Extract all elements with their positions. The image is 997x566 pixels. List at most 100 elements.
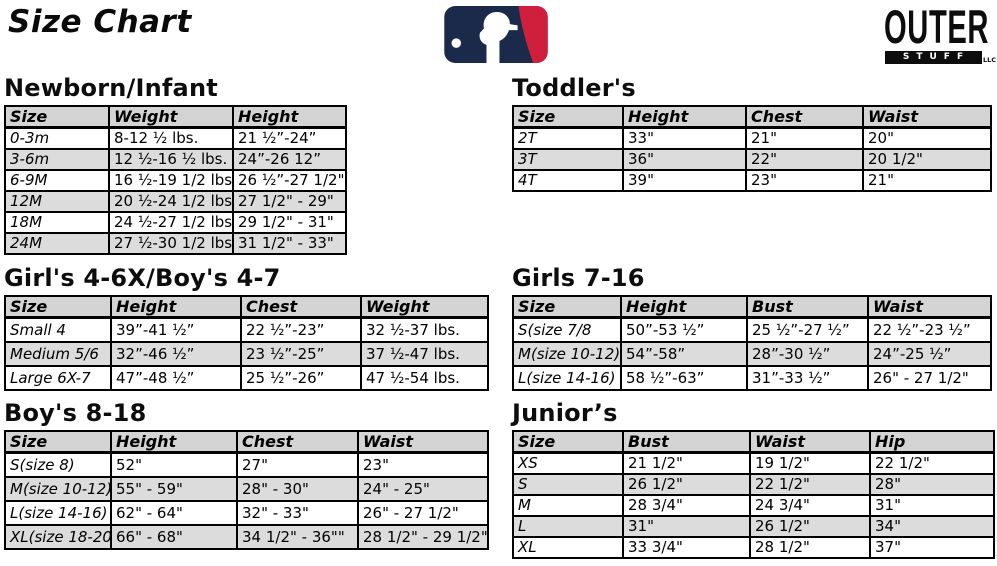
table-row: 18M 24 ½-27 1/2 lbs. 29 1/2" - 31" bbox=[4, 211, 347, 234]
value-cell: 33" bbox=[622, 126, 747, 150]
column-header: Chest bbox=[745, 105, 864, 129]
column-header: Size bbox=[512, 295, 622, 319]
value-cell: 23" bbox=[745, 169, 864, 192]
header-row: Size Height Chest Waist bbox=[4, 430, 489, 454]
size-table-newborn-infant: Size Weight Height 0-3m 8-12 ½ lbs. 21 ½”-24”… bbox=[4, 105, 347, 255]
value-cell: 25 ½”-27 ½” bbox=[746, 316, 869, 343]
value-cell: 31" bbox=[869, 494, 995, 517]
value-cell: 39" bbox=[622, 169, 747, 192]
value-cell: 31”-33 ½” bbox=[746, 365, 869, 391]
value-cell: 22 ½”-23” bbox=[240, 316, 362, 343]
table-row: 12M 20 ½-24 1/2 lbs. 27 1/2" - 29" bbox=[4, 190, 347, 213]
value-cell: 34 1/2" - 36"" bbox=[236, 524, 359, 550]
value-cell: 52" bbox=[110, 451, 238, 478]
value-cell: 23" bbox=[357, 451, 489, 478]
value-cell: 47”-48 ½” bbox=[110, 365, 242, 391]
value-cell: 24”-25 ½” bbox=[867, 341, 992, 367]
size-cell: 3-6m bbox=[4, 148, 110, 171]
value-cell: 20 1/2" bbox=[862, 148, 992, 171]
size-cell: 18M bbox=[4, 211, 110, 234]
size-cell: 6-9M bbox=[4, 169, 110, 192]
column-header: Chest bbox=[236, 430, 359, 454]
table-row: M 28 3/4" 24 3/4" 31" bbox=[512, 494, 995, 517]
column-header: Size bbox=[512, 430, 624, 454]
value-cell: 28”-30 ½” bbox=[746, 341, 869, 367]
header-row: Size Height Chest Waist bbox=[512, 105, 992, 129]
size-cell: M bbox=[512, 494, 624, 517]
value-cell: 22 1/2" bbox=[869, 451, 995, 475]
section-title-boys-8-18: Boy's 8-18 bbox=[4, 399, 147, 427]
size-cell: 3T bbox=[512, 148, 624, 171]
size-cell: Large 6X-7 bbox=[4, 365, 112, 391]
header-row: Size Height Bust Waist bbox=[512, 295, 992, 319]
value-cell: 16 ½-19 1/2 lbs. bbox=[108, 169, 234, 192]
size-table-toddlers: Size Height Chest Waist 2T 33" 21" 20" 3T 36" 22" 2… bbox=[512, 105, 992, 192]
value-cell: 55" - 59" bbox=[110, 476, 238, 502]
header-row: Size Height Chest Weight bbox=[4, 295, 489, 319]
size-cell: 2T bbox=[512, 126, 624, 150]
value-cell: 27 ½-30 1/2 lbs. bbox=[108, 232, 234, 255]
value-cell: 37" bbox=[869, 536, 995, 559]
size-cell: XS bbox=[512, 451, 624, 475]
section-title-juniors: Junior’s bbox=[512, 399, 618, 427]
value-cell: 25 ½”-26” bbox=[240, 365, 362, 391]
column-header: Weight bbox=[108, 105, 234, 129]
value-cell: 21" bbox=[862, 169, 992, 192]
value-cell: 22" bbox=[745, 148, 864, 171]
value-cell: 21 1/2" bbox=[622, 451, 751, 475]
table-row: Large 6X-7 47”-48 ½” 25 ½”-26” 47 ½-54 lbs. bbox=[4, 365, 489, 391]
table-row: 3T 36" 22" 20 1/2" bbox=[512, 148, 992, 171]
table-row: 0-3m 8-12 ½ lbs. 21 ½”-24” bbox=[4, 126, 347, 150]
column-header: Height bbox=[110, 430, 238, 454]
size-cell: S(size 8) bbox=[4, 451, 112, 478]
value-cell: 28 3/4" bbox=[622, 494, 751, 517]
value-cell: 26 ½”-27 1/2" bbox=[232, 169, 347, 192]
size-cell: Medium 5/6 bbox=[4, 341, 112, 367]
value-cell: 12 ½-16 ½ lbs. bbox=[108, 148, 234, 171]
value-cell: 33 3/4" bbox=[622, 536, 751, 559]
table-row: 24M 27 ½-30 1/2 lbs. 31 1/2" - 33" bbox=[4, 232, 347, 255]
column-header: Bust bbox=[622, 430, 751, 454]
section-boys-8-18: Boy's 8-18 Size Height Chest Waist S(size 8)… bbox=[4, 399, 489, 550]
value-cell: 58 ½”-63” bbox=[620, 365, 748, 391]
size-cell: L bbox=[512, 515, 624, 538]
size-cell: M(size 10-12) bbox=[4, 476, 112, 502]
value-cell: 8-12 ½ lbs. bbox=[108, 126, 234, 150]
value-cell: 32" - 33" bbox=[236, 500, 359, 526]
value-cell: 19 1/2" bbox=[749, 451, 871, 475]
section-newborn-infant: Newborn/Infant Size Weight Height 0-3m 8-12 … bbox=[4, 74, 347, 255]
column-header: Waist bbox=[357, 430, 489, 454]
section-title-girls-7-16: Girls 7-16 bbox=[512, 264, 645, 292]
value-cell: 23 ½”-25” bbox=[240, 341, 362, 367]
column-header: Waist bbox=[867, 295, 992, 319]
value-cell: 37 ½-47 lbs. bbox=[360, 341, 489, 367]
table-row: 2T 33" 21" 20" bbox=[512, 126, 992, 150]
value-cell: 24" - 25" bbox=[357, 476, 489, 502]
column-header: Height bbox=[620, 295, 748, 319]
value-cell: 54”-58” bbox=[620, 341, 748, 367]
table-row: Medium 5/6 32”-46 ½” 23 ½”-25” 37 ½-47 lbs. bbox=[4, 341, 489, 367]
table-row: L(size 14-16) 62" - 64" 32" - 33" 26" - 27 … bbox=[4, 500, 489, 526]
value-cell: 22 1/2" bbox=[749, 473, 871, 496]
size-cell: L(size 14-16) bbox=[512, 365, 622, 391]
value-cell: 34" bbox=[869, 515, 995, 538]
column-header: Size bbox=[4, 430, 112, 454]
column-header: Height bbox=[622, 105, 747, 129]
size-cell: L(size 14-16) bbox=[4, 500, 112, 526]
value-cell: 28 1/2" - 29 1/2" bbox=[357, 524, 489, 550]
column-header: Waist bbox=[749, 430, 871, 454]
table-row: S 26 1/2" 22 1/2" 28" bbox=[512, 473, 995, 496]
size-table-boys-8-18: Size Height Chest Waist S(size 8) 52" 27" 23" M(… bbox=[4, 430, 489, 550]
value-cell: 20 ½-24 1/2 lbs. bbox=[108, 190, 234, 213]
table-row: 6-9M 16 ½-19 1/2 lbs. 26 ½”-27 1/2" bbox=[4, 169, 347, 192]
outerstuff-logo-text-llc: LLC bbox=[983, 56, 997, 64]
size-table-girls-4-6x-boys-4-7: Size Height Chest Weight Small 4 39”-41 ½” 22 … bbox=[4, 295, 489, 391]
column-header: Height bbox=[232, 105, 347, 129]
size-table-girls-7-16: Size Height Bust Waist S(size 7/8 50”-53 ½” 25… bbox=[512, 295, 992, 391]
value-cell: 39”-41 ½” bbox=[110, 316, 242, 343]
column-header: Bust bbox=[746, 295, 869, 319]
value-cell: 26 1/2" bbox=[622, 473, 751, 496]
table-row: L(size 14-16) 58 ½”-63” 31”-33 ½” 26" - 27 … bbox=[512, 365, 992, 391]
section-girls-7-16: Girls 7-16 Size Height Bust Waist S(size 7/8… bbox=[512, 264, 992, 391]
